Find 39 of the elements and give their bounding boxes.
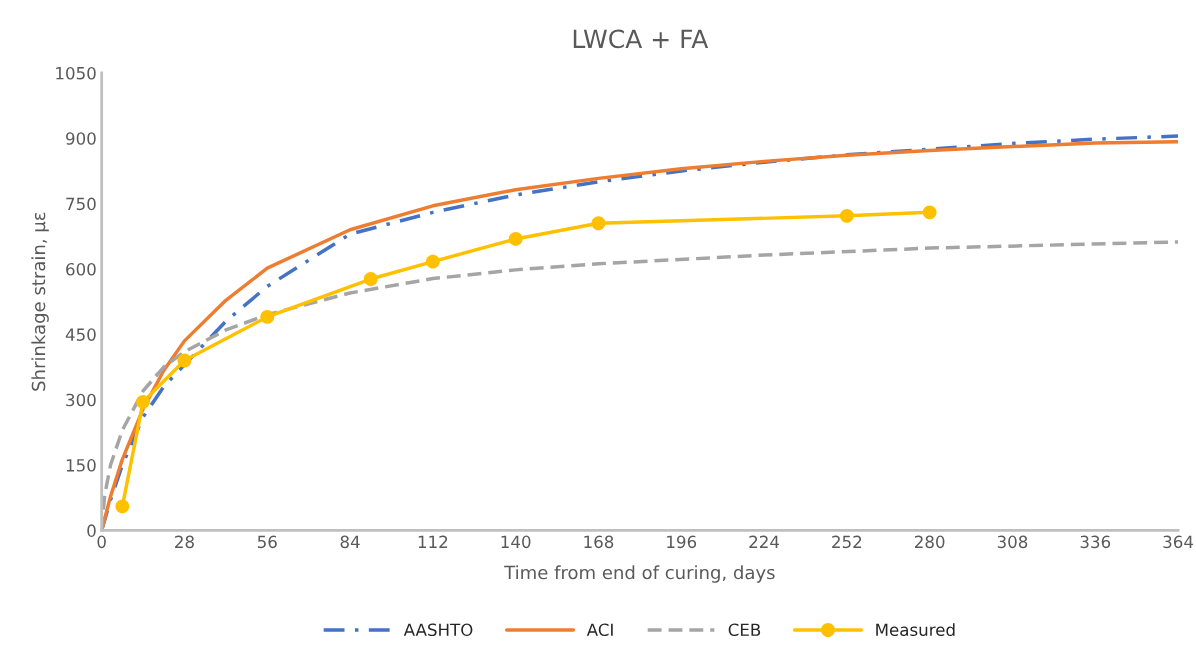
legend-label: Measured xyxy=(876,623,955,637)
y-tick-label: 0 xyxy=(87,524,96,537)
point xyxy=(136,394,150,409)
x-tick-label: 196 xyxy=(667,535,697,549)
x-tick-label: 224 xyxy=(749,535,780,548)
x-tick-label: 168 xyxy=(584,535,614,549)
x-tick-label: 112 xyxy=(418,535,448,548)
point xyxy=(363,272,378,286)
y-tick-label: 1050 xyxy=(56,66,96,80)
x-tick-label: 0 xyxy=(97,535,106,549)
point xyxy=(177,353,192,368)
y-axis-title: Shrinkage strain, με xyxy=(31,212,49,391)
point xyxy=(260,309,275,324)
point xyxy=(839,208,854,223)
x-tick-label: 28 xyxy=(175,535,194,549)
point xyxy=(591,216,606,231)
x-tick-label: 364 xyxy=(1163,535,1194,549)
x-tick-label: 308 xyxy=(997,535,1028,549)
x-tick-label: 336 xyxy=(1080,535,1111,549)
x-tick-label: 84 xyxy=(340,535,360,549)
x-axis-title: Time from end of curing, days xyxy=(504,565,775,583)
x-tick-label: 280 xyxy=(914,535,945,549)
x-tick-label: 140 xyxy=(501,535,531,549)
y-tick-label: 750 xyxy=(66,197,96,211)
x-tick-label: 252 xyxy=(832,535,862,549)
point xyxy=(115,499,130,514)
y-tick-label: 300 xyxy=(66,393,96,407)
point xyxy=(508,231,523,246)
y-tick-label: 450 xyxy=(65,328,96,341)
y-tick-label: 900 xyxy=(66,132,96,145)
point xyxy=(425,254,440,269)
legend-label: ACI xyxy=(586,623,613,637)
legend-label: AASHTO xyxy=(403,623,473,637)
point xyxy=(922,205,937,220)
y-tick-label: 150 xyxy=(66,459,96,472)
legend-label: CEB xyxy=(728,623,761,637)
chart-title: LWCA + FA xyxy=(573,29,709,49)
y-tick-label: 600 xyxy=(66,262,96,276)
x-tick-label: 56 xyxy=(257,535,277,549)
